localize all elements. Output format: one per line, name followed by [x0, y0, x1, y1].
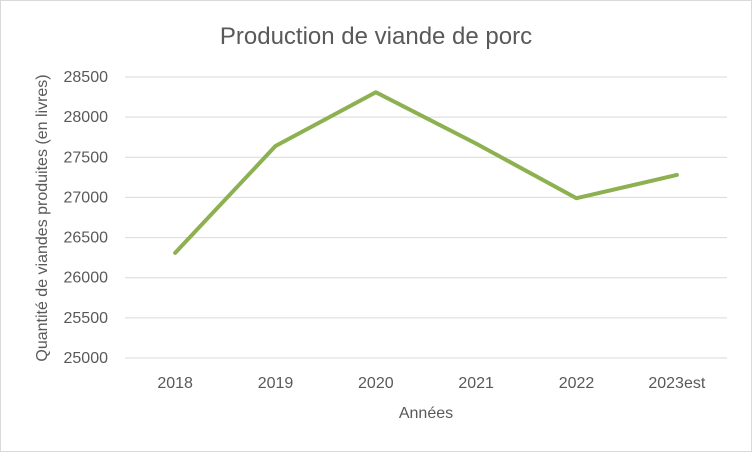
data-point: [374, 91, 377, 94]
x-tick-label: 2020: [358, 375, 394, 392]
x-tick-label: 2023est: [648, 375, 705, 392]
x-axis-ticks: 2018 2019 2020 2021 2022 2023est: [157, 375, 705, 392]
y-tick-label: 26000: [64, 270, 109, 287]
y-tick-label: 25000: [64, 350, 109, 367]
y-axis-ticks: 25000 25500 26000 26500 27000 27500 28000 28500: [64, 69, 109, 367]
y-tick-label: 27500: [64, 149, 109, 166]
x-tick-label: 2018: [157, 375, 193, 392]
chart-title: Production de viande de porc: [220, 23, 532, 50]
y-tick-label: 25500: [64, 310, 109, 327]
y-tick-label: 28000: [64, 109, 109, 126]
y-tick-label: 26500: [64, 230, 109, 247]
series-layer: [173, 90, 679, 255]
x-tick-label: 2022: [559, 375, 595, 392]
series-line: [173, 90, 679, 255]
y-axis-title: Quantité de viandes produites (en livres…: [34, 74, 51, 361]
data-point: [475, 142, 478, 145]
x-axis-title: Années: [399, 405, 453, 422]
data-point: [675, 173, 678, 176]
x-tick-label: 2019: [258, 375, 294, 392]
x-tick-label: 2021: [458, 375, 494, 392]
data-point: [575, 197, 578, 200]
data-point: [174, 251, 177, 254]
y-tick-label: 28500: [64, 69, 109, 86]
data-point: [274, 145, 277, 148]
y-tick-label: 27000: [64, 189, 109, 206]
